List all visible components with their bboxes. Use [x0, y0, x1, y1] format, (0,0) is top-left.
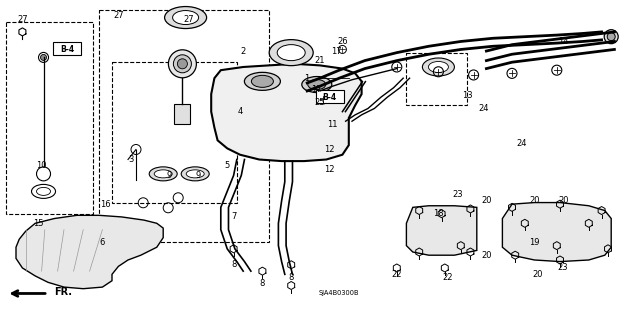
Text: 4: 4 — [237, 107, 243, 116]
Text: 25: 25 — [315, 98, 325, 107]
Text: 5: 5 — [225, 161, 230, 170]
Bar — [99, 10, 269, 242]
Text: 20: 20 — [481, 197, 492, 205]
Text: 20: 20 — [481, 251, 492, 260]
Polygon shape — [16, 215, 163, 289]
Circle shape — [168, 50, 196, 78]
Text: 27: 27 — [184, 15, 194, 24]
Circle shape — [173, 55, 191, 73]
Ellipse shape — [181, 167, 209, 181]
Text: 20: 20 — [529, 197, 540, 205]
Ellipse shape — [186, 170, 204, 178]
Circle shape — [607, 33, 615, 41]
Text: 8: 8 — [260, 279, 265, 288]
Text: 17: 17 — [312, 85, 322, 94]
Text: 8: 8 — [289, 273, 294, 282]
Text: 23: 23 — [558, 263, 568, 272]
Bar — [316, 90, 344, 103]
Ellipse shape — [173, 11, 198, 25]
Text: 9: 9 — [196, 171, 201, 180]
Bar — [53, 42, 81, 56]
Ellipse shape — [244, 72, 280, 90]
Circle shape — [177, 59, 188, 69]
Text: 27: 27 — [17, 15, 28, 24]
Text: 6: 6 — [100, 238, 105, 247]
Ellipse shape — [252, 75, 273, 87]
Text: 12: 12 — [324, 165, 335, 174]
Bar — [406, 53, 467, 105]
Ellipse shape — [164, 7, 207, 28]
Text: 15: 15 — [33, 219, 44, 228]
Text: SJA4B0300B: SJA4B0300B — [319, 291, 360, 296]
Text: 7: 7 — [231, 212, 236, 221]
Ellipse shape — [308, 79, 326, 90]
Text: 8: 8 — [231, 260, 236, 269]
Text: 27: 27 — [113, 11, 124, 20]
Polygon shape — [211, 64, 362, 161]
Polygon shape — [406, 206, 477, 255]
Text: 17: 17 — [331, 47, 341, 56]
Text: 24: 24 — [478, 104, 488, 113]
Text: 18: 18 — [433, 209, 444, 218]
Bar — [174, 104, 191, 124]
Ellipse shape — [154, 170, 172, 178]
Text: 2: 2 — [241, 47, 246, 56]
Text: 3: 3 — [129, 155, 134, 164]
Text: 21: 21 — [315, 56, 325, 65]
Ellipse shape — [269, 40, 313, 66]
Bar — [112, 62, 237, 203]
Text: B-4: B-4 — [323, 93, 337, 102]
Text: 19: 19 — [529, 238, 540, 247]
Text: B-4: B-4 — [60, 45, 74, 54]
Ellipse shape — [302, 77, 332, 93]
Text: 12: 12 — [324, 145, 335, 154]
Ellipse shape — [149, 167, 177, 181]
Polygon shape — [502, 203, 611, 262]
Text: 14: 14 — [558, 37, 568, 46]
Text: 11: 11 — [328, 120, 338, 129]
Text: 22: 22 — [443, 273, 453, 282]
Text: 16: 16 — [100, 200, 111, 209]
Text: 23: 23 — [452, 190, 463, 199]
Ellipse shape — [428, 62, 449, 72]
Ellipse shape — [277, 45, 305, 61]
Text: 22: 22 — [392, 270, 402, 279]
Bar — [6, 22, 93, 214]
Text: FR.: FR. — [54, 287, 72, 297]
Text: 9: 9 — [167, 171, 172, 180]
Text: 1: 1 — [305, 74, 310, 83]
Circle shape — [604, 30, 618, 44]
Text: 13: 13 — [462, 91, 472, 100]
Text: 26: 26 — [337, 37, 348, 46]
Circle shape — [40, 55, 47, 60]
Text: 20: 20 — [532, 270, 543, 279]
Text: 24: 24 — [516, 139, 527, 148]
Ellipse shape — [422, 58, 454, 76]
Text: 10: 10 — [36, 161, 47, 170]
Text: 20: 20 — [558, 197, 568, 205]
